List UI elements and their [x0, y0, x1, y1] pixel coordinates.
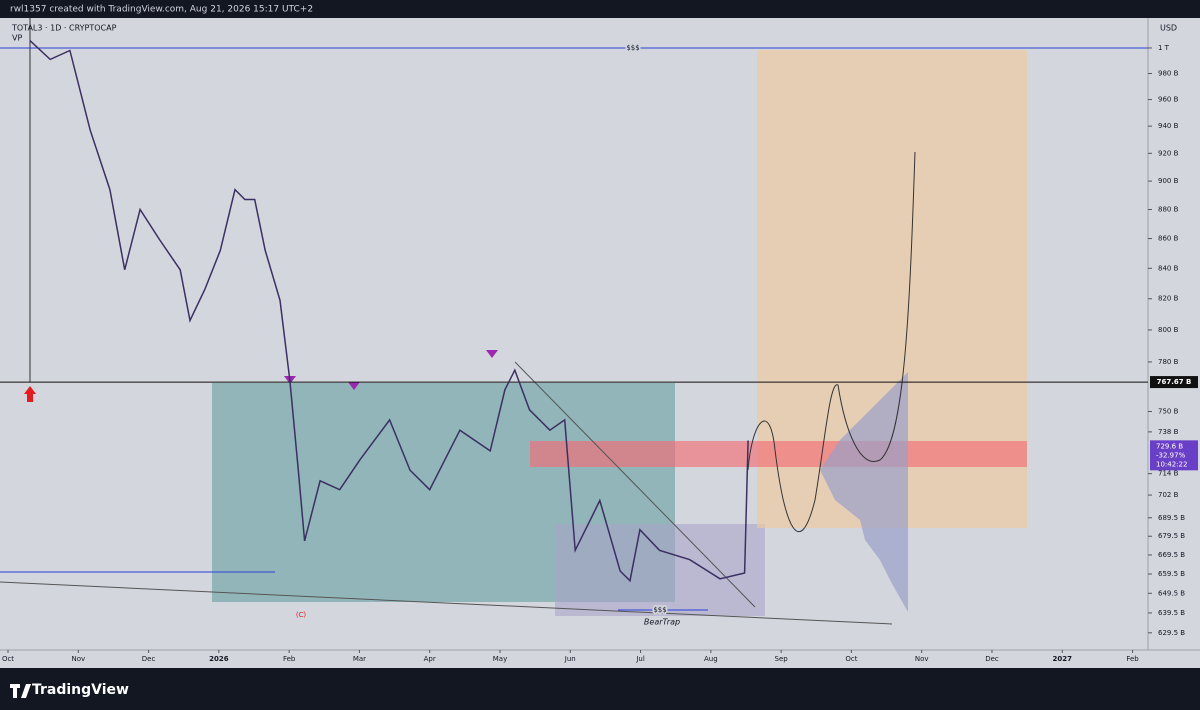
range-box: [555, 524, 765, 616]
x-tick-label: Nov: [71, 655, 85, 663]
x-tick-label: Aug: [704, 655, 718, 663]
y-tick-label: 702 B: [1158, 491, 1179, 499]
price-tag-label: 767.67 B: [1157, 378, 1192, 386]
brand: TradingView: [32, 682, 129, 698]
level-label: $$$: [626, 44, 639, 52]
chart-title: TOTAL3 · 1D · CRYPTOCAP: [11, 24, 117, 33]
price-tag: [1150, 440, 1198, 471]
y-tick-label: 750 B: [1158, 407, 1179, 415]
projection-path: [747, 151, 916, 533]
x-tick-label: Oct: [2, 655, 14, 663]
x-tick-label: Sep: [775, 655, 789, 663]
y-tick-label: 980 B: [1158, 69, 1179, 77]
trendline: [514, 361, 756, 608]
x-tick-label: 2027: [1053, 655, 1073, 663]
x-tick-label: Dec: [142, 655, 156, 663]
x-tick-label: Mar: [353, 655, 366, 663]
x-tick-label: Apr: [424, 655, 436, 663]
y-tick-label: 639.5 B: [1158, 609, 1185, 617]
arrow-up: [24, 386, 36, 394]
y-tick-label: 880 B: [1158, 206, 1179, 214]
indicator-name: VP: [12, 34, 22, 43]
y-tick-label: 679.5 B: [1158, 532, 1185, 540]
x-tick-label: Dec: [985, 655, 999, 663]
y-tick-label: 860 B: [1158, 235, 1179, 243]
y-tick-label: 800 B: [1158, 326, 1179, 334]
y-tick-label: 940 B: [1158, 122, 1179, 130]
x-tick-label: 2026: [209, 655, 229, 663]
level-label: $$$: [653, 606, 666, 614]
currency: USD: [1160, 24, 1177, 33]
y-tick-label: 649.5 B: [1158, 589, 1185, 597]
y-tick-label: 960 B: [1158, 96, 1179, 104]
x-tick-label: May: [493, 655, 507, 663]
y-tick-label: 738 B: [1158, 428, 1179, 436]
price-axis: [1148, 18, 1200, 650]
y-tick-label: 780 B: [1158, 358, 1179, 366]
y-tick-label: 669.5 B: [1158, 551, 1185, 559]
annotation: (C): [296, 611, 307, 619]
x-tick-label: Nov: [915, 655, 929, 663]
countdown: 10:42:22: [1156, 460, 1187, 468]
brand-logo: [10, 684, 31, 698]
arrow-up: [27, 394, 33, 402]
price-line: [29, 39, 749, 583]
y-tick-label: 689.5 B: [1158, 514, 1185, 522]
price-tag: [1150, 376, 1198, 389]
y-tick-label: 659.5 B: [1158, 570, 1185, 578]
trendline: [0, 581, 893, 625]
y-tick-label: 840 B: [1158, 264, 1179, 272]
price-tag-label: 729.6 B: [1156, 442, 1183, 450]
volume-profile: [820, 372, 908, 612]
x-tick-label: Jul: [635, 655, 645, 663]
arrow-down: [348, 382, 360, 390]
x-tick-label: Oct: [845, 655, 857, 663]
time-axis: [0, 650, 1200, 668]
y-tick-label: 629.5 B: [1158, 629, 1185, 637]
y-tick-label: 1 T: [1158, 44, 1170, 52]
header-text: rwl1357 created with TradingView.com, Au…: [10, 5, 313, 15]
x-tick-label: Jun: [564, 655, 576, 663]
y-tick-label: 820 B: [1158, 295, 1179, 303]
x-tick-label: Feb: [1126, 655, 1139, 663]
price-change: -32.97%: [1156, 451, 1186, 459]
y-tick-label: 920 B: [1158, 149, 1179, 157]
arrow-down: [486, 350, 498, 358]
y-tick-label: 900 B: [1158, 177, 1179, 185]
supply-zone: [530, 441, 1027, 467]
x-tick-label: Feb: [283, 655, 296, 663]
annotation: BearTrap: [644, 618, 680, 627]
y-tick-label: 714 B: [1158, 470, 1179, 478]
